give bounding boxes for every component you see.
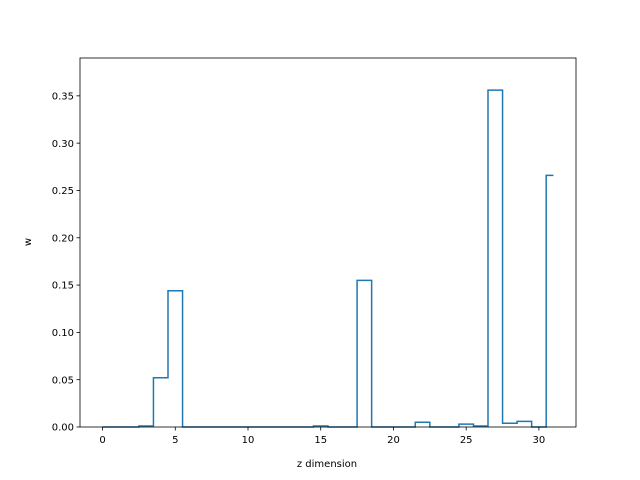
y-tick-label: 0.25	[52, 186, 74, 197]
y-tick-label: 0.00	[52, 423, 74, 434]
y-axis-label: w	[23, 238, 34, 246]
axes-frame	[79, 57, 577, 428]
y-tick-label: 0.35	[52, 91, 74, 102]
y-tick-label: 0.15	[52, 281, 74, 292]
x-axis-label: z dimension	[297, 459, 357, 470]
x-tick-label: 30	[533, 435, 546, 446]
series-line-0	[102, 89, 554, 428]
plot-area	[102, 89, 554, 428]
x-tick-label: 25	[460, 435, 473, 446]
x-tick-label: 5	[172, 435, 178, 446]
x-tick-label: 10	[242, 435, 255, 446]
y-tick-label: 0.20	[52, 233, 74, 244]
x-tick-label: 0	[99, 435, 105, 446]
x-tick-label: 15	[314, 435, 327, 446]
x-tick-label: 20	[387, 435, 400, 446]
y-tick-label: 0.10	[52, 328, 74, 339]
y-tick-label: 0.05	[52, 375, 74, 386]
y-tick-label: 0.30	[52, 139, 74, 150]
axes: 0 5 10 15 20 25 30 0.00 0.05 0.10 0.15 0.20 0.25 0.30…	[52, 57, 577, 446]
